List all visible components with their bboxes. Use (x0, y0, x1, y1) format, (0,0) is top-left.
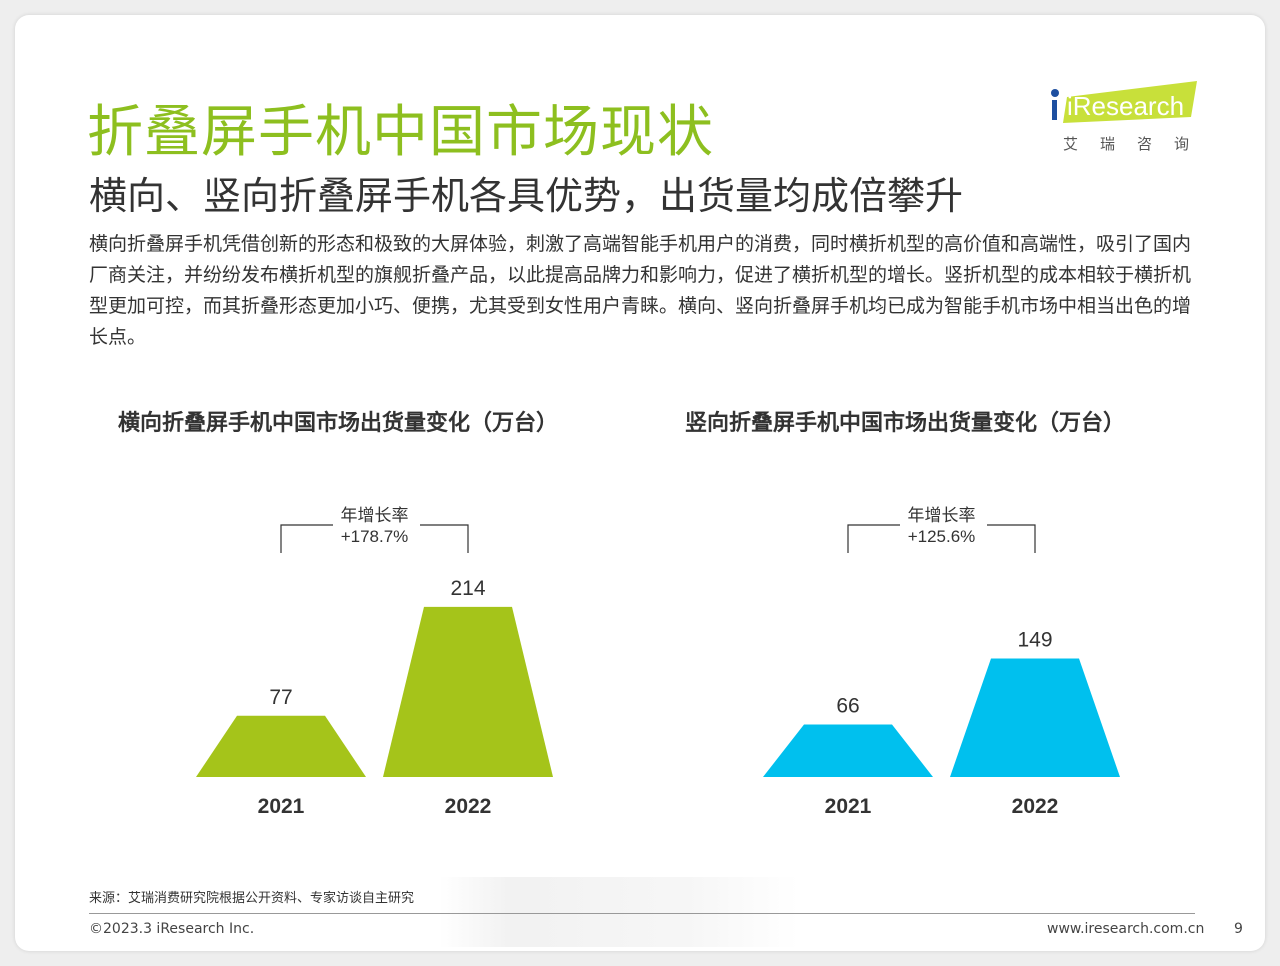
footer-divider (89, 913, 1195, 914)
growth-label: 年增长率 (908, 506, 976, 525)
page-title: 折叠屏手机中国市场现状 (87, 100, 714, 165)
category-label: 2021 (825, 795, 872, 818)
category-label: 2022 (1012, 795, 1059, 818)
logo-wordmark: iResearch (1067, 91, 1184, 121)
growth-value: +178.7% (341, 527, 409, 546)
chart-title-vertical: 竖向折叠屏手机中国市场出货量变化（万台） (685, 411, 1126, 436)
horizontal-fold-chart: 77 2021 214 2022 年增长率 +178.7% (196, 506, 553, 818)
vertical-fold-chart: 66 2021 149 2022 年增长率 +125.6% (763, 506, 1120, 818)
category-label: 2021 (258, 795, 305, 818)
growth-value: +125.6% (908, 527, 976, 546)
body-paragraph: 横向折叠屏手机凭借创新的形态和极致的大屏体验，刺激了高端智能手机用户的消费，同时… (89, 233, 1192, 348)
growth-bracket-left (280, 524, 333, 553)
source-note: 来源：艾瑞消费研究院根据公开资料、专家访谈自主研究 (89, 891, 415, 906)
growth-label: 年增长率 (341, 506, 409, 525)
value-label: 77 (269, 686, 292, 709)
website-link: www.iresearch.com.cn (1047, 921, 1205, 937)
bar-2022 (950, 658, 1120, 777)
value-label: 214 (450, 577, 485, 600)
iresearch-logo: iResearch (1051, 81, 1197, 123)
category-label: 2022 (445, 795, 492, 818)
slide: 折叠屏手机中国市场现状 横向、竖向折叠屏手机各具优势，出货量均成倍攀升 iRes… (15, 15, 1265, 951)
growth-bracket-right (987, 524, 1036, 553)
value-label: 66 (836, 695, 859, 718)
chart-title-horizontal: 横向折叠屏手机中国市场出货量变化（万台） (118, 411, 559, 436)
blurred-watermark (439, 877, 799, 947)
copyright: ©2023.3 iResearch Inc. (89, 921, 255, 937)
page-subtitle: 横向、竖向折叠屏手机各具优势，出货量均成倍攀升 (89, 174, 964, 218)
growth-bracket-right (420, 524, 469, 553)
bar-2021 (196, 715, 366, 777)
growth-bracket-left (847, 524, 900, 553)
bar-2022 (383, 606, 553, 777)
page-number: 9 (1234, 921, 1243, 937)
bar-2021 (763, 724, 933, 777)
logo-subtitle: 艾瑞咨询 (1063, 135, 1212, 153)
value-label: 149 (1017, 629, 1052, 652)
